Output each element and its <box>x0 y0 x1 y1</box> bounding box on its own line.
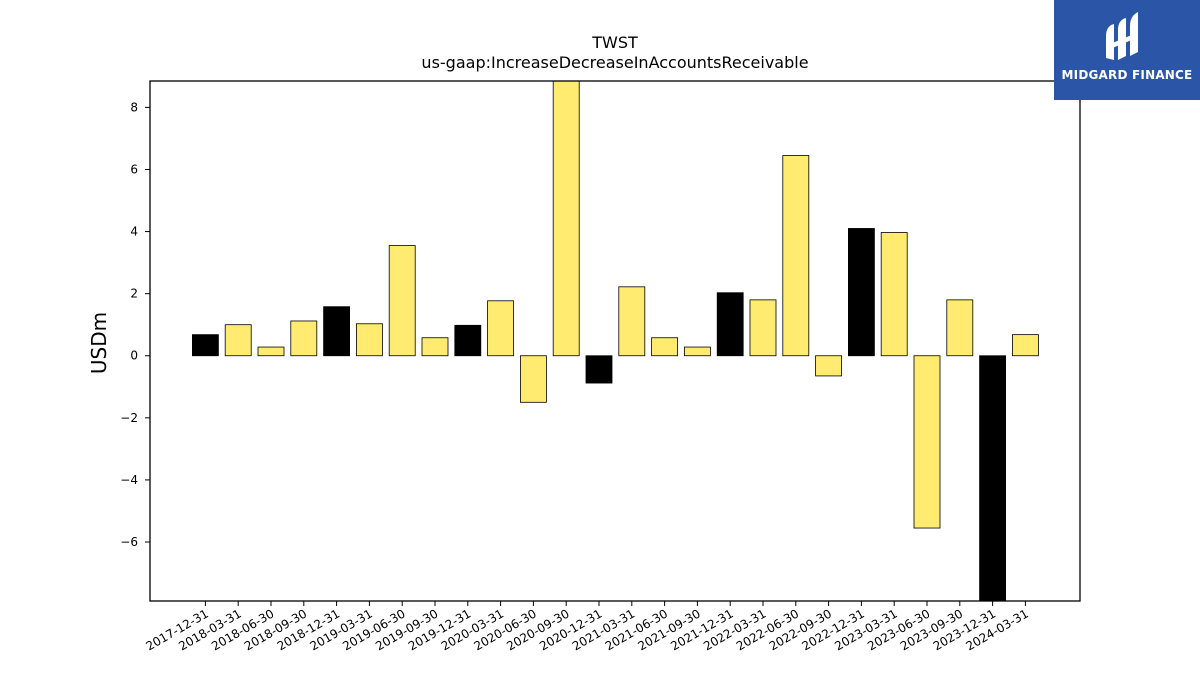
bar-2018-06-30 <box>257 346 285 357</box>
bar-2019-03-31 <box>355 323 383 357</box>
bar-2021-12-31 <box>716 292 744 357</box>
bar-2022-09-30 <box>815 355 842 377</box>
bar-2019-12-31 <box>454 324 482 357</box>
midgard-logo-icon <box>1106 12 1138 60</box>
bar-2022-06-30 <box>782 155 810 357</box>
bars-group <box>191 80 1039 602</box>
bar-2022-12-31 <box>848 228 875 357</box>
midgard-finance-logo: MIDGARD FINANCE <box>1054 0 1200 100</box>
logo-text: MIDGARD FINANCE <box>1061 68 1193 82</box>
bar-2022-03-31 <box>749 299 777 357</box>
bar-2018-09-30 <box>290 320 318 357</box>
bar-2024-03-31 <box>1012 334 1039 357</box>
y-tick-label: 2 <box>130 287 138 301</box>
chart-title: TWST <box>591 33 638 52</box>
bar-2020-09-30 <box>552 80 580 357</box>
bar-2021-03-31 <box>618 286 646 357</box>
bar-2023-12-31 <box>979 355 1006 602</box>
bar-2023-06-30 <box>913 355 941 529</box>
bar-2021-06-30 <box>651 337 678 357</box>
bar-2018-12-31 <box>323 306 351 357</box>
bar-2017-12-31 <box>191 334 219 357</box>
y-tick-label: −6 <box>120 535 138 549</box>
y-tick-label: 4 <box>130 225 138 239</box>
bar-2020-12-31 <box>585 355 613 384</box>
y-tick-label: 8 <box>130 100 138 114</box>
bar-2023-03-31 <box>880 232 908 357</box>
y-tick-label: 0 <box>130 349 138 363</box>
bar-2021-09-30 <box>684 346 711 357</box>
plot-frame <box>149 80 1081 602</box>
bar-2018-03-31 <box>224 324 252 357</box>
y-tick-label: −2 <box>120 411 138 425</box>
bar-2020-06-30 <box>520 355 547 403</box>
x-axis-ticks: 2017-12-312018-03-312018-06-302018-09-30… <box>143 601 1031 653</box>
y-tick-label: −4 <box>120 473 138 487</box>
y-axis-ticks: −6 −4 −2 0 2 4 6 8 <box>120 100 150 549</box>
bar-2019-06-30 <box>388 245 416 357</box>
chart-subtitle: us-gaap:IncreaseDecreaseInAccountsReceiv… <box>421 53 808 72</box>
bar-2019-09-30 <box>421 337 449 357</box>
bar-2020-03-31 <box>487 300 515 357</box>
y-tick-label: 6 <box>130 162 138 176</box>
y-axis-label: USDm <box>87 312 111 374</box>
bar-2023-09-30 <box>946 299 974 357</box>
